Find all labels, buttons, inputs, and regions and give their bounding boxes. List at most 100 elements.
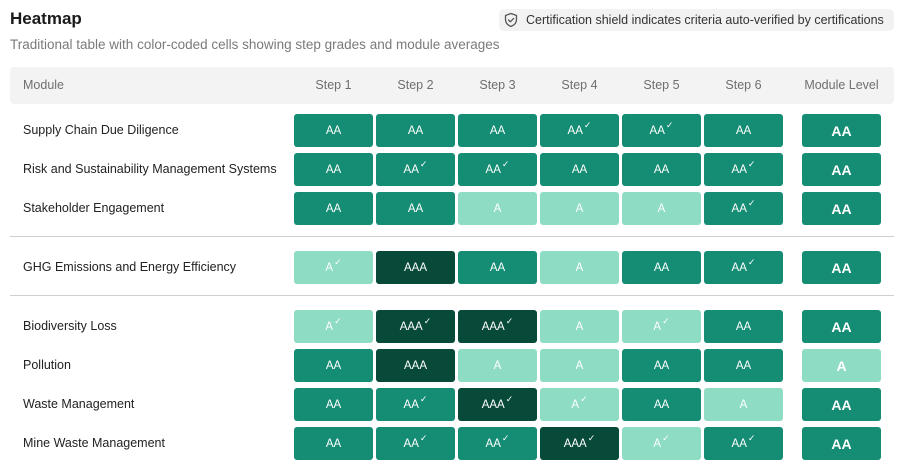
grade-label: AA: [485, 163, 501, 176]
table-row: Supply Chain Due Diligence AA AA AA AA ✓ AA ✓ AA…: [10, 114, 894, 147]
module-level-cell[interactable]: AA: [802, 114, 881, 147]
grade-cell[interactable]: A ✓: [294, 251, 373, 284]
grade-label: AA: [831, 122, 852, 139]
column-header-step-4: Step 4: [561, 78, 598, 92]
certification-check-icon: ✓: [747, 257, 756, 267]
certification-check-icon: ✓: [334, 257, 342, 267]
grade-label: AA: [831, 259, 852, 276]
grade-label: AA: [325, 359, 342, 372]
table-row: Waste Management AA AA ✓ AAA ✓ A ✓ AA A AA: [10, 388, 894, 421]
grade-cell[interactable]: AA ✓: [458, 427, 537, 460]
grade-cell[interactable]: A: [540, 251, 619, 284]
grade-label: A: [836, 357, 847, 374]
grade-cell[interactable]: A: [540, 349, 619, 382]
grade-cell[interactable]: A ✓: [294, 310, 373, 343]
grade-cell[interactable]: A: [458, 192, 537, 225]
grade-cell[interactable]: AA: [294, 388, 373, 421]
grade-cell[interactable]: AAA ✓: [376, 310, 455, 343]
grade-label: AA: [407, 202, 424, 215]
certification-check-icon: ✓: [665, 120, 674, 130]
grade-cell[interactable]: AA: [540, 153, 619, 186]
grade-cell[interactable]: AA: [704, 349, 783, 382]
module-level-cell[interactable]: AA: [802, 192, 881, 225]
grade-label: AA: [485, 437, 501, 450]
grade-cell[interactable]: AA: [458, 251, 537, 284]
grade-label: AA: [831, 396, 852, 413]
grade-cell[interactable]: AA ✓: [622, 114, 701, 147]
grade-label: AA: [831, 318, 852, 335]
grade-cell[interactable]: A: [622, 192, 701, 225]
grade-label: A: [739, 398, 748, 411]
grade-cell[interactable]: A ✓: [540, 388, 619, 421]
certification-check-icon: ✓: [662, 316, 670, 326]
grade-cell[interactable]: A: [458, 349, 537, 382]
grade-cell[interactable]: AA ✓: [540, 114, 619, 147]
grade-label: A: [325, 261, 334, 274]
certification-check-icon: ✓: [587, 433, 596, 443]
grade-label: A: [493, 202, 502, 215]
grade-cell[interactable]: A ✓: [622, 310, 701, 343]
grade-cell[interactable]: AA: [622, 153, 701, 186]
grade-cell[interactable]: A: [704, 388, 783, 421]
grade-label: A: [575, 202, 584, 215]
grade-cell[interactable]: AA: [704, 310, 783, 343]
grade-cell[interactable]: AA: [294, 153, 373, 186]
grade-label: AA: [735, 359, 752, 372]
grade-cell[interactable]: AA: [376, 192, 455, 225]
grade-cell[interactable]: AAA: [376, 349, 455, 382]
grade-cell[interactable]: AAA ✓: [540, 427, 619, 460]
grade-label: AA: [325, 398, 342, 411]
grade-cell[interactable]: AA: [376, 114, 455, 147]
module-level-cell[interactable]: AA: [802, 153, 881, 186]
module-level-cell[interactable]: AA: [802, 251, 881, 284]
column-header-module: Module: [23, 78, 64, 92]
grade-label: AA: [325, 202, 342, 215]
grade-cell[interactable]: AAA ✓: [458, 388, 537, 421]
grade-cell[interactable]: AAA: [376, 251, 455, 284]
column-header-step-2: Step 2: [397, 78, 434, 92]
grade-cell[interactable]: A ✓: [622, 427, 701, 460]
grade-cell[interactable]: A: [540, 310, 619, 343]
certification-check-icon: ✓: [580, 394, 588, 404]
grade-cell[interactable]: A: [540, 192, 619, 225]
grade-label: AA: [731, 437, 747, 450]
grade-cell[interactable]: AA: [622, 349, 701, 382]
group-divider: [10, 295, 894, 296]
grade-label: AA: [403, 437, 419, 450]
grade-cell[interactable]: AAA ✓: [458, 310, 537, 343]
grade-cell[interactable]: AA ✓: [704, 251, 783, 284]
grade-label: AA: [407, 124, 424, 137]
grade-cell[interactable]: AA: [704, 114, 783, 147]
certification-check-icon: ✓: [501, 433, 510, 443]
module-level-cell[interactable]: AA: [802, 388, 881, 421]
grade-cell[interactable]: AA ✓: [458, 153, 537, 186]
grade-label: AA: [735, 124, 752, 137]
grade-label: AA: [571, 163, 588, 176]
certification-check-icon: ✓: [423, 316, 432, 326]
grade-cell[interactable]: AA: [294, 114, 373, 147]
grade-cell[interactable]: AA ✓: [376, 427, 455, 460]
certification-legend: Certification shield indicates criteria …: [499, 9, 894, 31]
grade-cell[interactable]: AA: [622, 251, 701, 284]
grade-cell[interactable]: AA: [294, 349, 373, 382]
grade-label: AA: [731, 202, 747, 215]
module-level-cell[interactable]: A: [802, 349, 881, 382]
module-level-cell[interactable]: AA: [802, 310, 881, 343]
certification-check-icon: ✓: [583, 120, 592, 130]
column-header-step-6: Step 6: [725, 78, 762, 92]
grade-label: A: [493, 359, 502, 372]
page-subtitle: Traditional table with color-coded cells…: [10, 37, 500, 52]
grade-cell[interactable]: AA ✓: [376, 388, 455, 421]
grade-cell[interactable]: AA ✓: [704, 192, 783, 225]
grade-cell[interactable]: AA: [294, 427, 373, 460]
grade-cell[interactable]: AA ✓: [704, 153, 783, 186]
grade-cell[interactable]: AA: [458, 114, 537, 147]
grade-cell[interactable]: AA: [294, 192, 373, 225]
module-level-cell[interactable]: AA: [802, 427, 881, 460]
column-header-module-level: Module Level: [804, 78, 879, 92]
grade-label: A: [575, 261, 584, 274]
grade-cell[interactable]: AA ✓: [376, 153, 455, 186]
grade-cell[interactable]: AA: [622, 388, 701, 421]
grade-cell[interactable]: AA ✓: [704, 427, 783, 460]
grade-label: AA: [653, 398, 670, 411]
